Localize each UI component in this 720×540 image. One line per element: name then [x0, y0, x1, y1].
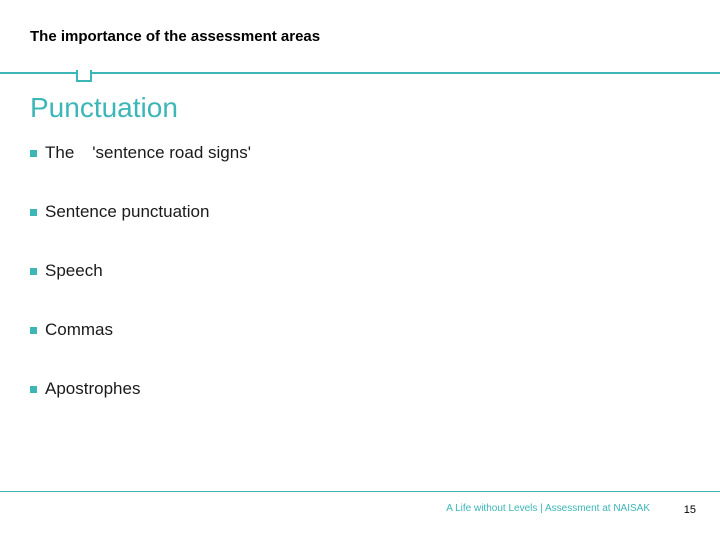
list-item: Sentence punctuation: [30, 201, 670, 224]
list-item: Apostrophes: [30, 378, 670, 401]
bullet-icon: [30, 386, 37, 393]
bullet-list: The 'sentence road signs' Sentence punctu…: [30, 142, 670, 437]
bullet-text: Sentence punctuation: [45, 201, 209, 224]
header-title: The importance of the assessment areas: [30, 28, 320, 45]
page-number: 15: [684, 504, 696, 516]
divider-line: [0, 72, 720, 74]
bullet-icon: [30, 268, 37, 275]
page-heading: Punctuation: [30, 92, 178, 124]
bullet-icon: [30, 150, 37, 157]
bullet-text: The 'sentence road signs': [45, 142, 251, 165]
bullet-icon: [30, 209, 37, 216]
footer-text: A Life without Levels | Assessment at NA…: [446, 503, 650, 514]
list-item: The 'sentence road signs': [30, 142, 670, 165]
bullet-icon: [30, 327, 37, 334]
bullet-text: Speech: [45, 260, 103, 283]
footer-divider: [0, 491, 720, 492]
bullet-rest: 'sentence road signs': [92, 143, 251, 162]
bullet-prefix: The: [45, 143, 74, 162]
bullet-text: Apostrophes: [45, 378, 140, 401]
divider-notch: [76, 70, 92, 82]
list-item: Commas: [30, 319, 670, 342]
bullet-text: Commas: [45, 319, 113, 342]
list-item: Speech: [30, 260, 670, 283]
